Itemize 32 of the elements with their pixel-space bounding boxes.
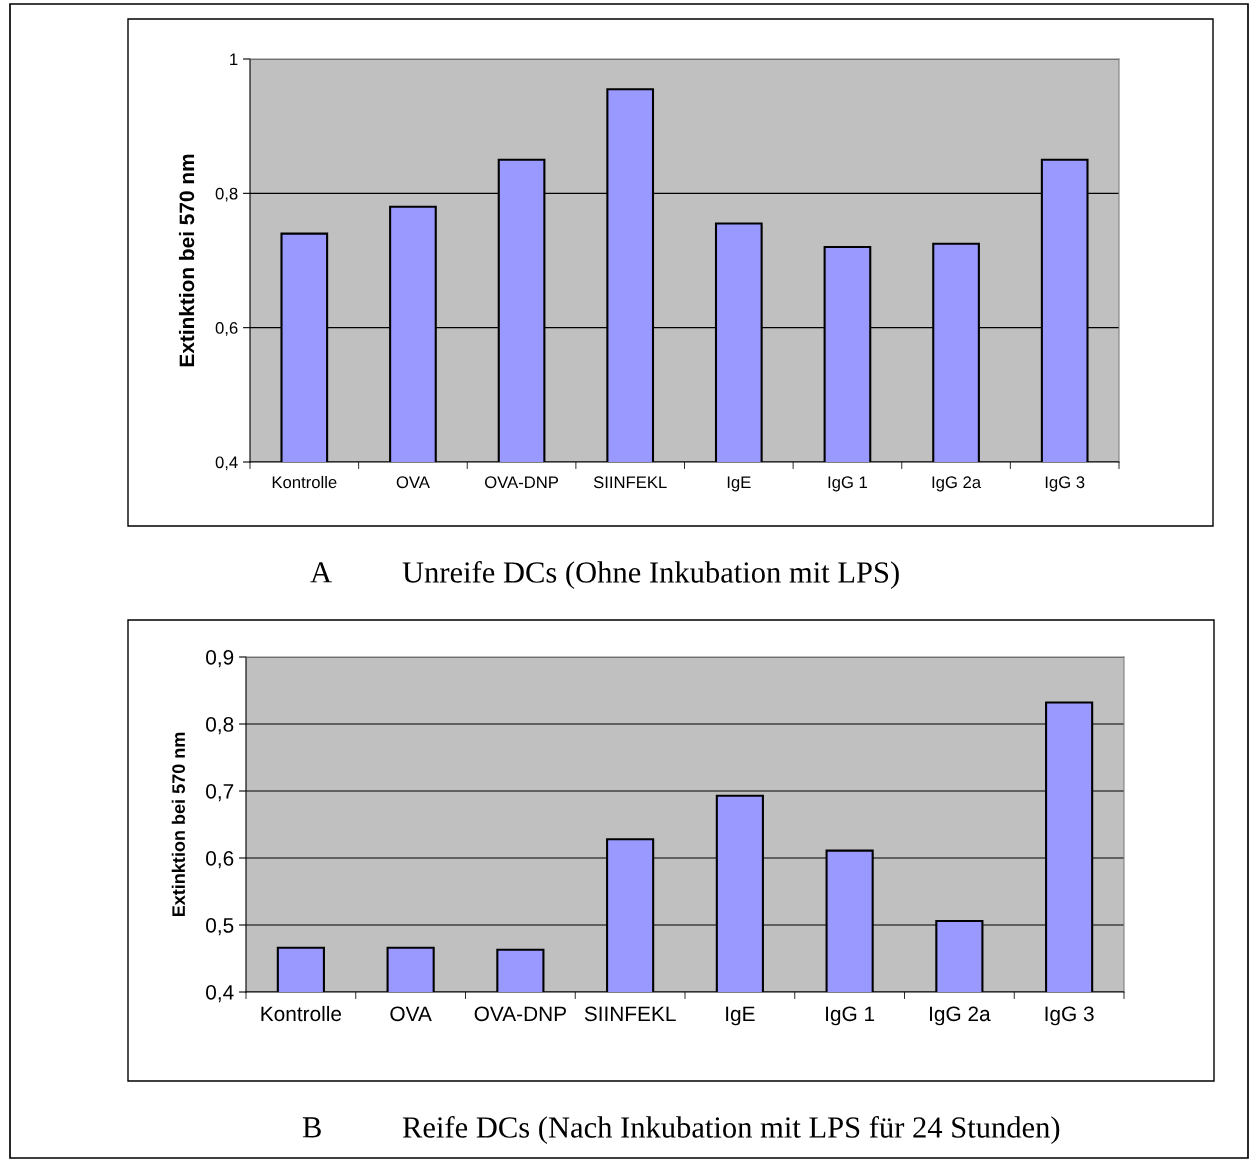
x-tick-label: IgG 2a	[930, 1006, 991, 1026]
text: B	[302, 1117, 321, 1138]
y-tick-label: 1	[230, 53, 238, 66]
y-tick-label: 0,6	[206, 851, 234, 869]
x-tick-label: OVA	[390, 1006, 432, 1022]
y-axis-title: Extinktion bei 570 nm	[171, 732, 185, 917]
x-tick-label: SIINFEKL	[593, 476, 667, 489]
x-tick-label: Kontrolle	[261, 1005, 342, 1022]
x-tick-label: IgG 3	[1045, 1006, 1094, 1026]
x-tick-label: IgG 2a	[932, 476, 982, 492]
x-tick-label: SIINFEKL	[584, 1006, 676, 1022]
text: Unreife DCs (Ohne Inkubation mit LPS)	[402, 560, 899, 590]
x-tick-label: OVA-DNP	[474, 1006, 566, 1022]
x-tick-label: IgE	[727, 476, 751, 492]
text: Reife DCs (Nach Inkubation mit LPS für 24 Stunden)	[402, 1115, 1060, 1145]
x-tick-label: OVA-DNP	[485, 476, 559, 489]
y-tick-label: 0,8	[215, 187, 238, 202]
text: A	[310, 562, 332, 583]
y-tick-label: 0,4	[215, 456, 238, 471]
x-tick-label: IgG 1	[828, 476, 868, 492]
y-tick-label: 0,9	[206, 650, 234, 668]
y-axis-title: Extinktion bei 570 nm	[178, 154, 195, 367]
y-tick-label: 0,8	[206, 717, 234, 735]
y-tick-label: 0,5	[206, 918, 234, 936]
x-tick-label: IgE	[726, 1006, 755, 1026]
x-tick-label: OVA	[396, 476, 430, 489]
x-tick-label: IgG 1	[826, 1006, 875, 1026]
x-tick-label: IgG 3	[1045, 476, 1085, 492]
y-tick-label: 0,4	[206, 985, 234, 1003]
y-tick-label: 0,7	[206, 784, 234, 802]
x-tick-label: Kontrolle	[272, 475, 337, 489]
y-tick-label: 0,6	[215, 322, 238, 336]
